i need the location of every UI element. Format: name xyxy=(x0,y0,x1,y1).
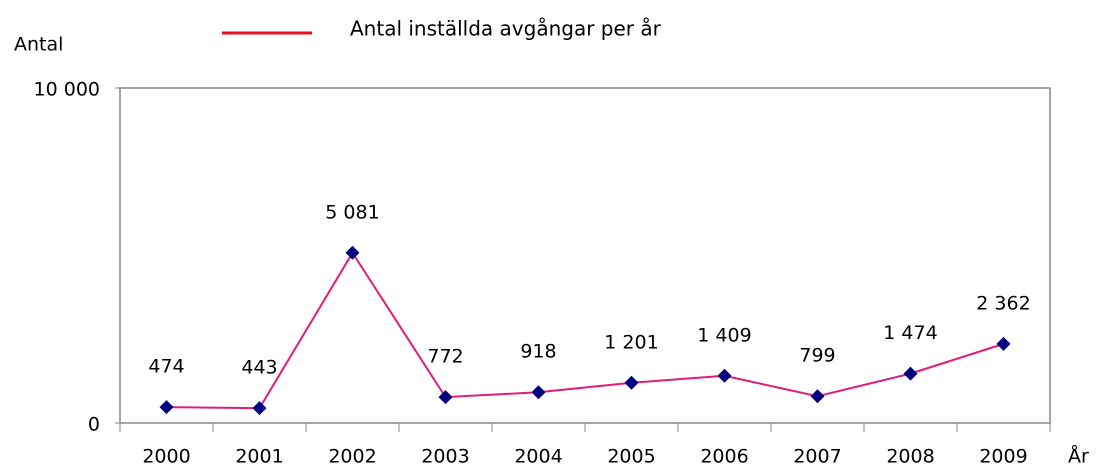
x-axis-label: År xyxy=(1068,445,1089,468)
data-label: 443 xyxy=(241,357,277,379)
point-marker xyxy=(624,375,639,390)
point-marker xyxy=(531,385,546,400)
data-label: 918 xyxy=(520,341,556,363)
point-marker xyxy=(717,368,732,383)
x-tick-label: 2000 xyxy=(142,446,190,468)
x-tick-label: 2009 xyxy=(979,446,1027,468)
x-tick-label: 2004 xyxy=(514,446,562,468)
data-label: 2 362 xyxy=(976,292,1030,314)
point-marker xyxy=(159,400,174,415)
data-label: 799 xyxy=(799,345,835,367)
y-axis-label: Antal xyxy=(14,34,63,56)
x-tick-label: 2007 xyxy=(793,446,841,468)
point-marker xyxy=(810,389,825,404)
x-tick-label: 2008 xyxy=(886,446,934,468)
point-marker xyxy=(996,336,1011,351)
x-tick-label: 2002 xyxy=(328,446,376,468)
x-tick-label: 2001 xyxy=(235,446,283,468)
y-tick-label: 10 000 xyxy=(34,79,100,101)
data-label: 1 474 xyxy=(883,322,937,344)
point-marker xyxy=(345,245,360,260)
data-label: 5 081 xyxy=(325,201,379,223)
data-label: 1 201 xyxy=(604,331,658,353)
point-marker xyxy=(903,366,918,381)
y-tick-label: 0 xyxy=(88,414,100,436)
point-marker xyxy=(438,390,453,405)
data-label: 772 xyxy=(427,346,463,368)
data-label: 474 xyxy=(148,356,184,378)
x-tick-label: 2003 xyxy=(421,446,469,468)
legend-label: Antal inställda avgångar per år xyxy=(350,17,662,41)
series-line xyxy=(166,250,1004,410)
x-tick-label: 2006 xyxy=(700,446,748,468)
x-tick-label: 2005 xyxy=(607,446,655,468)
data-label: 1 409 xyxy=(697,324,751,346)
point-marker xyxy=(252,401,267,416)
